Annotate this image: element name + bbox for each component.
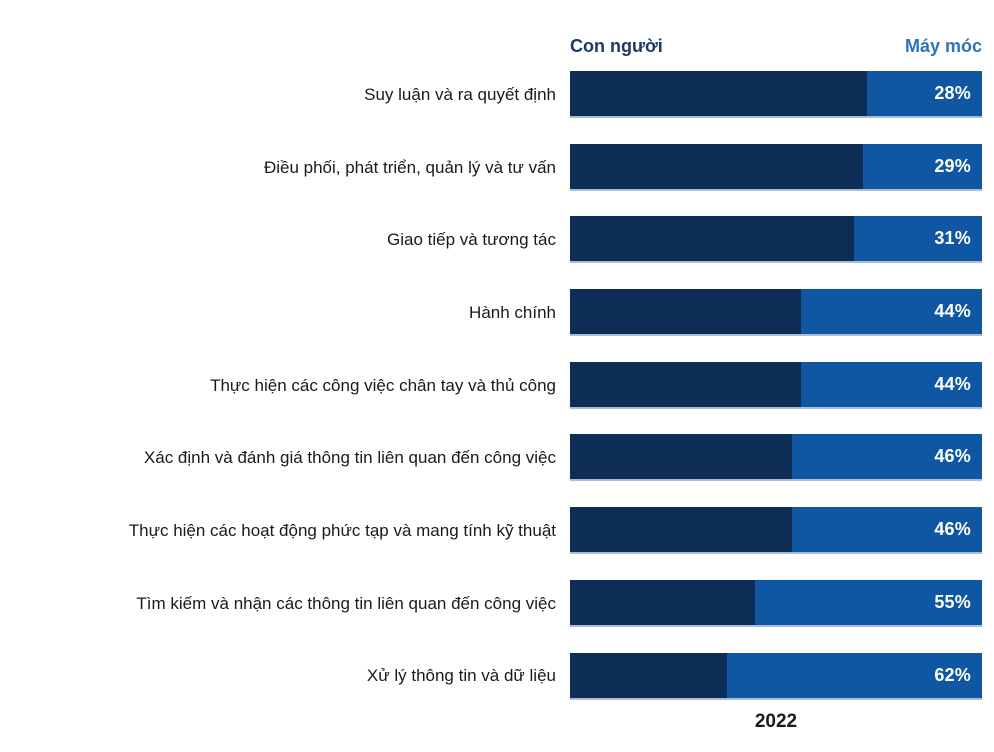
value-label: 46%	[934, 446, 971, 467]
chart-row: Xử lý thông tin và dữ liệu 62%	[0, 652, 994, 700]
axis-row: 2022	[0, 709, 994, 735]
stacked-bar: 46%	[570, 434, 982, 482]
bar-segment-machine: 28%	[866, 71, 982, 116]
value-label: 46%	[934, 519, 971, 540]
category-label: Thực hiện các công việc chân tay và thủ …	[210, 375, 556, 395]
value-label: 62%	[934, 664, 971, 685]
legend-spacer	[0, 34, 556, 58]
category-label: Xử lý thông tin và dữ liệu	[366, 666, 556, 686]
stacked-bar: 44%	[570, 289, 982, 337]
bar-segment-human	[570, 216, 855, 262]
value-label: 28%	[934, 83, 971, 103]
value-label: 31%	[934, 228, 971, 249]
value-label: 44%	[934, 373, 971, 394]
value-label: 44%	[934, 301, 971, 322]
stacked-bar: 28%	[570, 71, 982, 118]
bar-segment-human	[570, 289, 801, 335]
chart-row: Điều phối, phát triển, quản lý và tư vấn…	[0, 143, 994, 191]
bar-segment-machine: 55%	[755, 579, 982, 625]
category-label: Xác định và đánh giá thông tin liên quan…	[143, 448, 556, 468]
bar-segment-machine: 46%	[792, 507, 982, 553]
legend-human-label: Con người	[570, 36, 663, 56]
bar-segment-human	[570, 652, 727, 698]
bar-segment-machine: 44%	[800, 289, 982, 335]
legend-row: Con người Máy móc	[0, 34, 994, 58]
chart-row: Thực hiện các hoạt động phức tạp và mang…	[0, 507, 994, 555]
stacked-bar: 44%	[570, 361, 982, 409]
legend: Con người Máy móc	[570, 34, 982, 58]
bar-segment-machine: 31%	[854, 216, 982, 262]
category-label: Tìm kiếm và nhận các thông tin liên quan…	[136, 593, 556, 613]
chart-row: Giao tiếp và tương tác 31%	[0, 216, 994, 264]
chart-row: Hành chính 44%	[0, 289, 994, 337]
stacked-bar: 46%	[570, 507, 982, 555]
category-label: Giao tiếp và tương tác	[386, 230, 556, 250]
bars-container: Suy luận và ra quyết định 28% Điều phối,…	[0, 71, 994, 700]
chart-row: Tìm kiếm và nhận các thông tin liên quan…	[0, 579, 994, 627]
axis-spacer	[0, 709, 556, 735]
stacked-bar: 62%	[570, 652, 982, 700]
legend-machine-label: Máy móc	[904, 36, 982, 56]
bar-segment-machine: 29%	[862, 143, 982, 189]
category-label: Suy luận và ra quyết định	[364, 84, 556, 104]
chart-row: Suy luận và ra quyết định 28%	[0, 71, 994, 118]
bar-segment-machine: 46%	[792, 434, 982, 480]
bar-segment-machine: 62%	[726, 652, 982, 698]
bar-segment-human	[570, 143, 863, 189]
bar-segment-human	[570, 434, 793, 480]
chart-row: Thực hiện các công việc chân tay và thủ …	[0, 361, 994, 409]
bar-segment-human	[570, 507, 793, 553]
value-label: 55%	[934, 591, 971, 612]
year-label: 2022	[754, 710, 798, 732]
bar-segment-human	[570, 71, 867, 116]
value-label: 29%	[934, 155, 971, 176]
bar-segment-human	[570, 361, 801, 407]
bar-segment-machine: 44%	[800, 361, 982, 407]
category-label: Thực hiện các hoạt động phức tạp và mang…	[128, 521, 556, 540]
stacked-bar: 29%	[570, 143, 982, 191]
stacked-bar: 55%	[570, 579, 982, 627]
category-label: Hành chính	[469, 302, 556, 322]
chart-row: Xác định và đánh giá thông tin liên quan…	[0, 434, 994, 482]
bar-segment-human	[570, 579, 756, 625]
category-label: Điều phối, phát triển, quản lý và tư vấn	[263, 157, 556, 177]
stacked-bar: 31%	[570, 216, 982, 264]
